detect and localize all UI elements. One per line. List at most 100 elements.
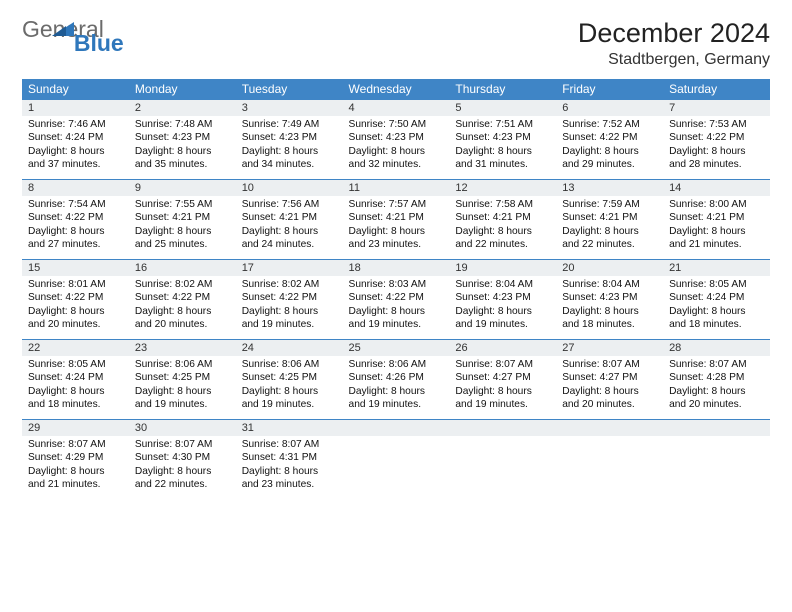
- day-line-sr: Sunrise: 8:07 AM: [135, 438, 230, 451]
- day-line-sr: Sunrise: 8:02 AM: [242, 278, 337, 291]
- day-line-sr: Sunrise: 7:55 AM: [135, 198, 230, 211]
- day-line-ss: Sunset: 4:29 PM: [28, 451, 123, 464]
- day-line-ss: Sunset: 4:22 PM: [135, 291, 230, 304]
- day-detail-cell: Sunrise: 7:46 AMSunset: 4:24 PMDaylight:…: [22, 116, 129, 180]
- logo-text-blue: Blue: [74, 32, 124, 55]
- day-line-sr: Sunrise: 8:06 AM: [242, 358, 337, 371]
- day-detail-cell: Sunrise: 7:50 AMSunset: 4:23 PMDaylight:…: [343, 116, 450, 180]
- day-line-d2: and 19 minutes.: [242, 318, 337, 331]
- day-line-d2: and 18 minutes.: [562, 318, 657, 331]
- day-number-cell: [449, 420, 556, 437]
- day-number-cell: 4: [343, 100, 450, 117]
- day-line-sr: Sunrise: 8:01 AM: [28, 278, 123, 291]
- day-line-sr: Sunrise: 7:49 AM: [242, 118, 337, 131]
- day-line-d2: and 19 minutes.: [455, 398, 550, 411]
- day-line-sr: Sunrise: 8:07 AM: [669, 358, 764, 371]
- day-number-cell: 31: [236, 420, 343, 437]
- day-line-sr: Sunrise: 7:57 AM: [349, 198, 444, 211]
- day-line-ss: Sunset: 4:23 PM: [455, 291, 550, 304]
- day-line-sr: Sunrise: 8:07 AM: [242, 438, 337, 451]
- day-line-sr: Sunrise: 8:07 AM: [455, 358, 550, 371]
- day-detail-cell: Sunrise: 7:55 AMSunset: 4:21 PMDaylight:…: [129, 196, 236, 260]
- day-line-ss: Sunset: 4:22 PM: [28, 211, 123, 224]
- day-line-d1: Daylight: 8 hours: [242, 385, 337, 398]
- daynum-row: 22232425262728: [22, 340, 770, 357]
- day-line-sr: Sunrise: 7:59 AM: [562, 198, 657, 211]
- detail-row: Sunrise: 8:05 AMSunset: 4:24 PMDaylight:…: [22, 356, 770, 420]
- day-detail-cell: Sunrise: 7:52 AMSunset: 4:22 PMDaylight:…: [556, 116, 663, 180]
- day-number-cell: 5: [449, 100, 556, 117]
- day-line-sr: Sunrise: 7:51 AM: [455, 118, 550, 131]
- day-line-d1: Daylight: 8 hours: [242, 305, 337, 318]
- day-number-cell: [663, 420, 770, 437]
- day-detail-cell: Sunrise: 8:07 AMSunset: 4:29 PMDaylight:…: [22, 436, 129, 499]
- day-line-d2: and 35 minutes.: [135, 158, 230, 171]
- daynum-row: 15161718192021: [22, 260, 770, 277]
- day-line-d1: Daylight: 8 hours: [349, 385, 444, 398]
- day-line-sr: Sunrise: 7:50 AM: [349, 118, 444, 131]
- day-number-cell: 28: [663, 340, 770, 357]
- day-detail-cell: Sunrise: 8:01 AMSunset: 4:22 PMDaylight:…: [22, 276, 129, 340]
- day-line-ss: Sunset: 4:30 PM: [135, 451, 230, 464]
- day-number-cell: 13: [556, 180, 663, 197]
- day-line-ss: Sunset: 4:24 PM: [669, 291, 764, 304]
- day-line-d2: and 21 minutes.: [669, 238, 764, 251]
- day-line-sr: Sunrise: 7:56 AM: [242, 198, 337, 211]
- page-header: General Blue December 2024 Stadtbergen, …: [22, 18, 770, 69]
- day-line-d1: Daylight: 8 hours: [28, 385, 123, 398]
- day-line-ss: Sunset: 4:25 PM: [135, 371, 230, 384]
- day-number-cell: 27: [556, 340, 663, 357]
- day-line-d1: Daylight: 8 hours: [669, 385, 764, 398]
- day-line-d2: and 22 minutes.: [135, 478, 230, 491]
- dow-header-cell: Wednesday: [343, 79, 450, 100]
- day-line-sr: Sunrise: 8:07 AM: [562, 358, 657, 371]
- day-line-ss: Sunset: 4:21 PM: [562, 211, 657, 224]
- day-line-sr: Sunrise: 7:48 AM: [135, 118, 230, 131]
- day-line-sr: Sunrise: 8:05 AM: [28, 358, 123, 371]
- day-line-ss: Sunset: 4:23 PM: [562, 291, 657, 304]
- day-line-ss: Sunset: 4:21 PM: [455, 211, 550, 224]
- day-line-d1: Daylight: 8 hours: [349, 145, 444, 158]
- day-line-ss: Sunset: 4:22 PM: [669, 131, 764, 144]
- day-detail-cell: Sunrise: 8:06 AMSunset: 4:26 PMDaylight:…: [343, 356, 450, 420]
- dow-header-cell: Saturday: [663, 79, 770, 100]
- day-detail-cell: Sunrise: 8:07 AMSunset: 4:27 PMDaylight:…: [556, 356, 663, 420]
- day-line-d2: and 19 minutes.: [242, 398, 337, 411]
- day-number-cell: 11: [343, 180, 450, 197]
- day-line-ss: Sunset: 4:27 PM: [455, 371, 550, 384]
- logo-triangle-icon: [52, 20, 74, 41]
- day-detail-cell: Sunrise: 7:48 AMSunset: 4:23 PMDaylight:…: [129, 116, 236, 180]
- dow-header-cell: Thursday: [449, 79, 556, 100]
- day-line-ss: Sunset: 4:21 PM: [135, 211, 230, 224]
- day-line-sr: Sunrise: 7:54 AM: [28, 198, 123, 211]
- day-line-d2: and 20 minutes.: [562, 398, 657, 411]
- day-detail-cell: [449, 436, 556, 499]
- day-line-sr: Sunrise: 8:04 AM: [562, 278, 657, 291]
- day-line-d1: Daylight: 8 hours: [135, 145, 230, 158]
- title-block: December 2024 Stadtbergen, Germany: [578, 18, 770, 69]
- day-line-d2: and 18 minutes.: [669, 318, 764, 331]
- day-number-cell: 8: [22, 180, 129, 197]
- day-detail-cell: [663, 436, 770, 499]
- day-line-d1: Daylight: 8 hours: [562, 145, 657, 158]
- day-number-cell: 7: [663, 100, 770, 117]
- day-line-sr: Sunrise: 8:03 AM: [349, 278, 444, 291]
- day-line-d1: Daylight: 8 hours: [242, 225, 337, 238]
- day-line-d2: and 20 minutes.: [669, 398, 764, 411]
- day-line-d2: and 31 minutes.: [455, 158, 550, 171]
- dow-header-cell: Friday: [556, 79, 663, 100]
- day-line-d2: and 19 minutes.: [135, 398, 230, 411]
- day-detail-cell: Sunrise: 7:57 AMSunset: 4:21 PMDaylight:…: [343, 196, 450, 260]
- day-line-ss: Sunset: 4:21 PM: [669, 211, 764, 224]
- day-detail-cell: Sunrise: 7:49 AMSunset: 4:23 PMDaylight:…: [236, 116, 343, 180]
- day-line-d1: Daylight: 8 hours: [242, 145, 337, 158]
- day-number-cell: 17: [236, 260, 343, 277]
- day-line-d2: and 19 minutes.: [349, 318, 444, 331]
- day-line-sr: Sunrise: 7:53 AM: [669, 118, 764, 131]
- day-line-ss: Sunset: 4:23 PM: [455, 131, 550, 144]
- day-line-ss: Sunset: 4:27 PM: [562, 371, 657, 384]
- daynum-row: 891011121314: [22, 180, 770, 197]
- day-detail-cell: Sunrise: 7:58 AMSunset: 4:21 PMDaylight:…: [449, 196, 556, 260]
- day-line-ss: Sunset: 4:23 PM: [135, 131, 230, 144]
- day-line-d2: and 22 minutes.: [562, 238, 657, 251]
